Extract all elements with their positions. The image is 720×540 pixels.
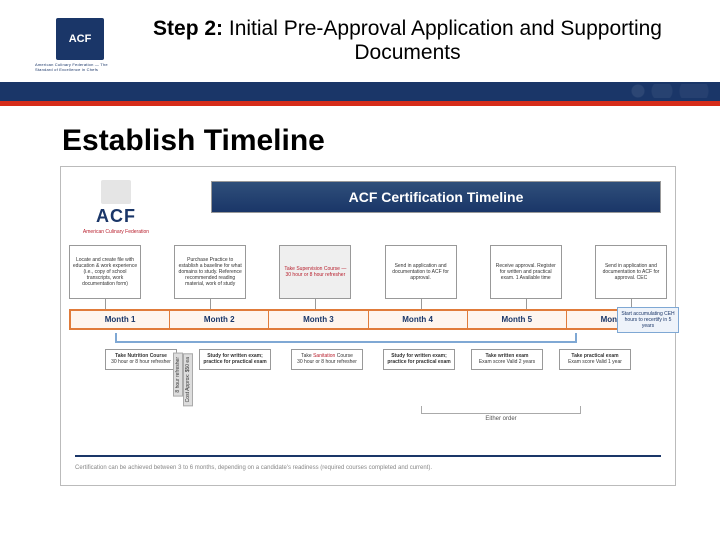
top-activity-box: Take Supervision Course — 30 hour or 8 h… <box>279 245 351 299</box>
logo-shield-icon: ACF <box>56 18 104 60</box>
month-cell: Month 1 <box>71 311 170 328</box>
top-activity-row: Locate and create file with education & … <box>69 245 667 299</box>
month-cell: Month 4 <box>369 311 468 328</box>
month-track: Month 1Month 2Month 3Month 4Month 5Month… <box>69 309 667 330</box>
timeline-diagram: ACF American Culinary Federation ACF Cer… <box>60 166 676 486</box>
month-cell: Month 3 <box>269 311 368 328</box>
chef-hat-icon <box>101 180 131 204</box>
step-label: Step 2: <box>153 17 223 40</box>
side-tab: 8 hour refresher <box>173 353 183 397</box>
connectors <box>69 299 667 309</box>
header: ACF American Culinary Federation — The S… <box>0 0 720 82</box>
top-activity-box: Receive approval. Register for written a… <box>490 245 562 299</box>
diagram-logo-sub: American Culinary Federation <box>83 229 149 235</box>
bottom-activity-slot: Take written examExam score Valid 2 year… <box>471 349 543 370</box>
bottom-activity-box: Take Sanitation Course30 hour or 8 hour … <box>291 349 363 370</box>
side-tab: Cost Approx: $50 ea <box>183 353 193 406</box>
acf-logo: ACF American Culinary Federation — The S… <box>35 15 125 75</box>
top-activity-box: Purchase Practice to establish a baselin… <box>174 245 246 299</box>
bottom-activity-box: Study for written exam; practice for pra… <box>383 349 455 370</box>
page-title: Step 2: Initial Pre-Approval Application… <box>125 17 720 65</box>
footer-divider <box>75 455 661 457</box>
bottom-activity-slot: Take Sanitation Course30 hour or 8 hour … <box>291 349 363 370</box>
top-activity-box: Send in application and documentation to… <box>595 245 667 299</box>
logo-subtext: American Culinary Federation — The Stand… <box>35 62 125 72</box>
bottom-activity-box: Study for written exam; practice for pra… <box>199 349 271 370</box>
either-order-label: Either order <box>421 413 581 422</box>
bottom-activity-slot: Study for written exam; practice for pra… <box>199 349 271 370</box>
bottom-activity-slot: Take Nutrition Course30 hour or 8 hour r… <box>105 349 177 370</box>
footer-text: Certification can be achieved between 3 … <box>75 465 661 471</box>
bottom-activity-box: Take practical examExam score Valid 1 ye… <box>559 349 631 370</box>
bottom-activity-box: Take written examExam score Valid 2 year… <box>471 349 543 370</box>
secondary-track <box>115 333 577 343</box>
title-rest: Initial Pre-Approval Application and Sup… <box>223 17 662 64</box>
month-cell: Month 5 <box>468 311 567 328</box>
bottom-activity-box: Take Nutrition Course30 hour or 8 hour r… <box>105 349 177 370</box>
diagram-title: ACF Certification Timeline <box>211 181 661 213</box>
top-activity-box: Send in application and documentation to… <box>385 245 457 299</box>
start-ceh-note: Start accumulating CEH hours to recertif… <box>617 307 679 333</box>
month-cell: Month 2 <box>170 311 269 328</box>
bottom-activity-slot: Study for written exam; practice for pra… <box>383 349 455 370</box>
top-activity-box: Locate and create file with education & … <box>69 245 141 299</box>
diagram-logo: ACF American Culinary Federation <box>71 175 161 235</box>
section-title: Establish Timeline <box>62 124 720 158</box>
header-banner <box>0 82 720 106</box>
bottom-activity-slot: Take practical examExam score Valid 1 ye… <box>559 349 631 370</box>
diagram-logo-text: ACF <box>96 206 136 227</box>
